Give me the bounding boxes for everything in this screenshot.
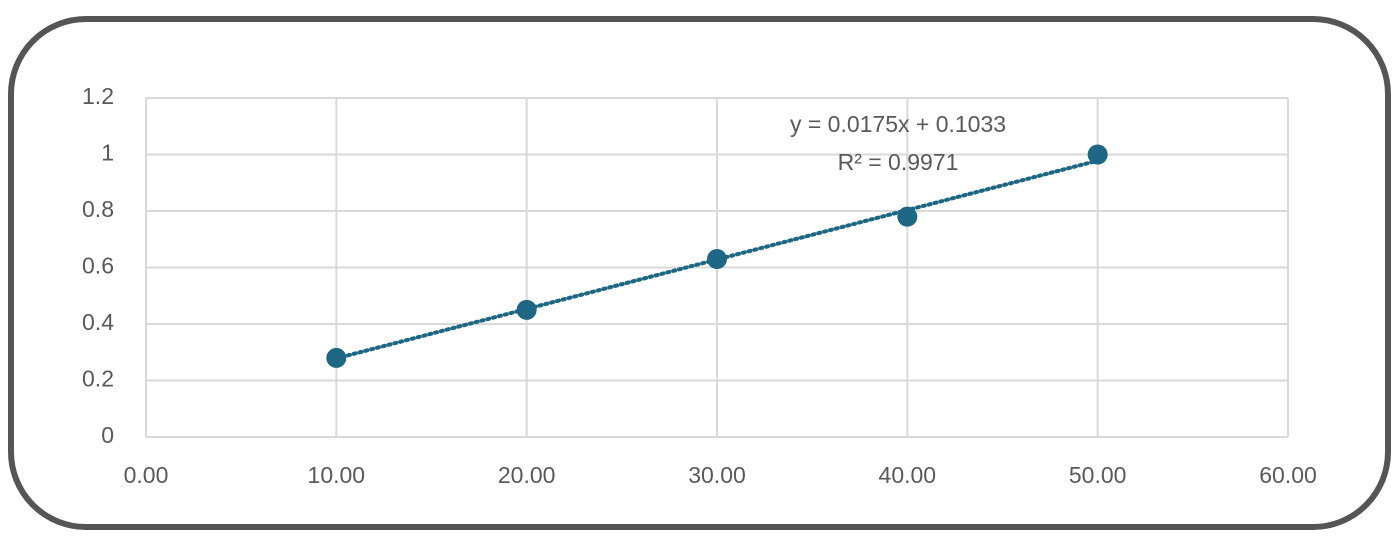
point: [516, 299, 537, 320]
y-tick-label: 1: [101, 140, 114, 166]
point: [326, 347, 347, 368]
x-tick-label: 40.00: [879, 462, 937, 488]
x-tick-label: 0.00: [124, 462, 169, 488]
y-tick-label: 0.2: [82, 366, 114, 392]
y-tick-label: 0: [101, 422, 114, 448]
annotation: R² = 0.9971: [838, 149, 959, 175]
x-tick-label: 60.00: [1259, 462, 1317, 488]
y-tick-label: 0.6: [82, 253, 114, 279]
y-tick-label: 1.2: [82, 83, 114, 109]
frame: [8, 16, 1391, 530]
x-tick-label: 30.00: [688, 462, 746, 488]
annotation: y = 0.0175x + 0.1033: [790, 111, 1006, 137]
y-tick-label: 0.8: [82, 196, 114, 222]
x-tick-label: 10.00: [308, 462, 366, 488]
point: [1087, 144, 1108, 165]
point: [707, 249, 727, 270]
x-tick-label: 50.00: [1069, 462, 1127, 488]
y-tick-label: 0.4: [82, 309, 114, 335]
point: [897, 206, 918, 227]
x-tick-label: 20.00: [498, 462, 556, 488]
